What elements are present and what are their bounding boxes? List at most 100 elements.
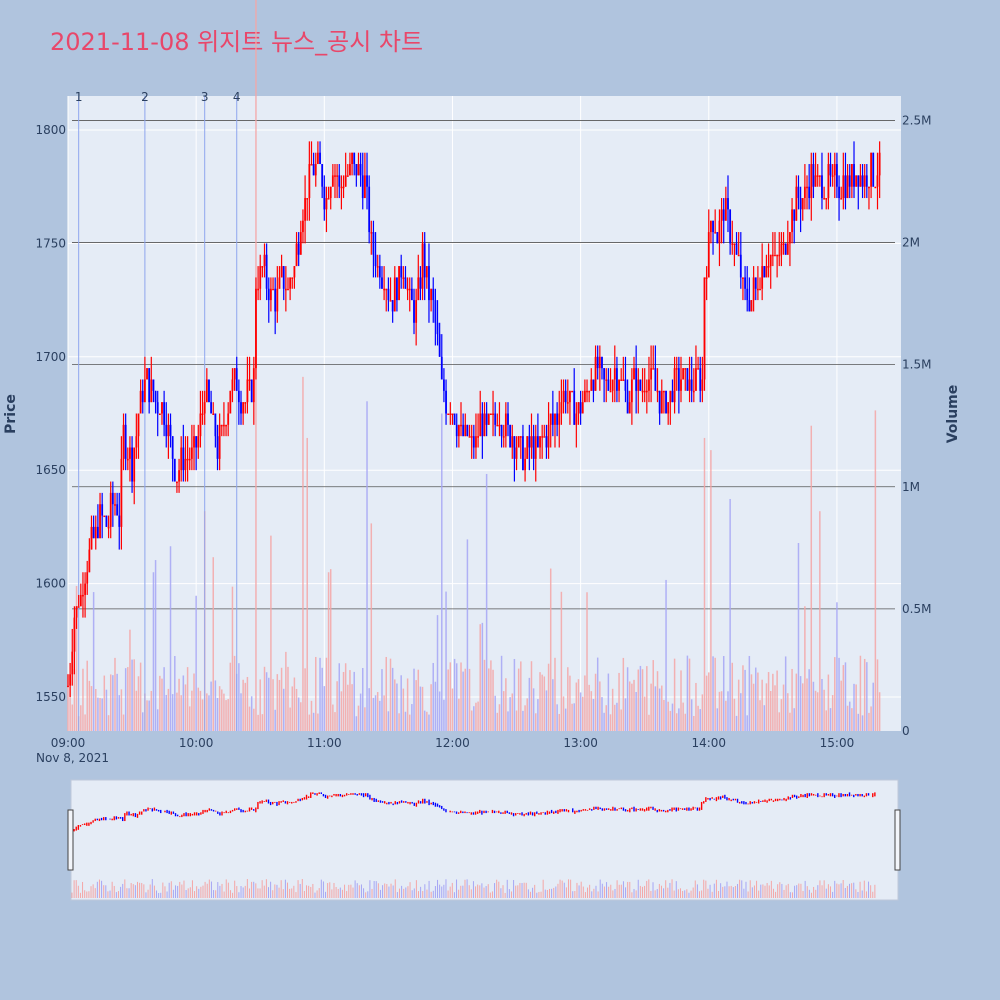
candle-body <box>408 288 411 291</box>
volume-bar <box>695 682 697 731</box>
slider-volume-bar <box>162 882 164 898</box>
range-slider[interactable] <box>70 779 899 901</box>
slider-volume-bar <box>194 891 196 898</box>
candle-body <box>475 436 477 448</box>
volume-bar <box>195 595 197 731</box>
candle-body <box>79 594 82 607</box>
volume-tick-label: 0.5M <box>902 602 931 616</box>
candle-body <box>586 390 588 393</box>
range-slider-right-handle[interactable] <box>894 809 901 871</box>
slider-volume-bar <box>263 885 265 898</box>
volume-bar <box>823 689 825 731</box>
slider-volume-bar <box>377 883 379 898</box>
slider-volume-bar <box>777 884 779 898</box>
news-marker-label: 4 <box>233 90 241 104</box>
slider-volume-bar <box>136 881 138 898</box>
candle-body <box>663 390 665 393</box>
volume-bar <box>201 699 204 731</box>
volume-bar <box>665 579 667 731</box>
volume-bar <box>757 672 759 731</box>
slider-volume-bar <box>521 883 523 898</box>
slider-volume-bar <box>248 888 250 898</box>
candle-body <box>782 243 785 245</box>
volume-bar <box>268 677 270 731</box>
slider-volume-bar <box>426 889 428 898</box>
slider-volume-bar <box>396 892 398 898</box>
slider-volume-bar <box>350 884 352 898</box>
volume-bar <box>391 667 394 731</box>
slider-volume-bar <box>857 891 859 898</box>
chart-title: 2021-11-08 위지트 뉴스_공시 차트 <box>50 28 424 56</box>
candle-body <box>607 379 610 391</box>
candle-body <box>274 288 277 312</box>
slider-volume-bar <box>679 888 681 898</box>
slider-volume-bar <box>449 886 451 898</box>
slider-volume-bar <box>872 891 874 898</box>
candle-body <box>455 424 458 437</box>
candle-body <box>276 288 279 312</box>
candle-body <box>77 606 80 608</box>
range-slider-left-handle[interactable] <box>67 809 74 871</box>
volume-bar <box>250 696 253 731</box>
slider-volume-bar <box>84 890 86 898</box>
candle-body <box>528 436 531 448</box>
candle-body <box>225 424 227 427</box>
slider-volume-bar <box>379 889 381 898</box>
volume-bar <box>765 683 768 731</box>
slider-volume-bar <box>348 884 350 898</box>
slider-volume-bar <box>699 891 701 898</box>
candle-body <box>876 175 879 187</box>
candle-body <box>709 220 712 233</box>
slider-volume-bar <box>375 881 377 898</box>
volume-bar <box>383 695 385 731</box>
volume-bar <box>648 714 650 731</box>
slider-volume-bar <box>544 889 546 898</box>
slider-volume-bar <box>813 886 815 898</box>
candle-body <box>829 164 832 176</box>
volume-bar <box>663 700 665 731</box>
candle-body <box>498 424 501 427</box>
slider-volume-bar <box>787 883 789 898</box>
slider-volume-bar <box>316 890 318 898</box>
slider-volume-bar <box>802 890 804 898</box>
volume-bar <box>789 712 791 731</box>
slider-volume-bar <box>464 879 466 898</box>
candle-body <box>558 413 561 425</box>
slider-volume-bar <box>215 890 217 898</box>
volume-bar <box>690 699 693 731</box>
slider-volume-bar <box>627 881 629 898</box>
volume-tick-label: 2.5M <box>902 113 931 127</box>
candle-body <box>731 243 734 245</box>
candle-body <box>530 436 533 448</box>
candle-body <box>541 436 544 438</box>
volume-bar <box>755 667 757 731</box>
candle-body <box>818 175 821 177</box>
candle-body <box>118 515 121 527</box>
slider-volume-bar <box>688 892 690 898</box>
candle-body <box>334 175 336 177</box>
slider-volume-bar <box>595 885 597 898</box>
volume-bar <box>537 699 539 731</box>
slider-volume-bar <box>663 888 665 898</box>
slider-volume-bar <box>327 883 329 898</box>
volume-bar <box>784 656 787 731</box>
slider-volume-bar <box>291 888 293 898</box>
volume-bar <box>814 690 817 731</box>
candle-body <box>143 379 146 403</box>
volume-bar <box>795 673 798 731</box>
candle-body <box>763 266 766 278</box>
volume-bar <box>622 657 625 731</box>
slider-volume-bar <box>525 882 527 898</box>
candle-body <box>278 277 281 289</box>
volume-bar <box>280 667 283 731</box>
candle-body <box>381 277 383 289</box>
candle-body <box>351 152 353 165</box>
candle-body <box>406 288 409 291</box>
candle-body <box>246 379 249 403</box>
volume-tick-label: 1M <box>902 480 920 494</box>
candle-body <box>560 402 563 414</box>
volume-bar <box>238 663 240 731</box>
volume-bar <box>197 687 200 731</box>
candle-body <box>739 254 742 278</box>
